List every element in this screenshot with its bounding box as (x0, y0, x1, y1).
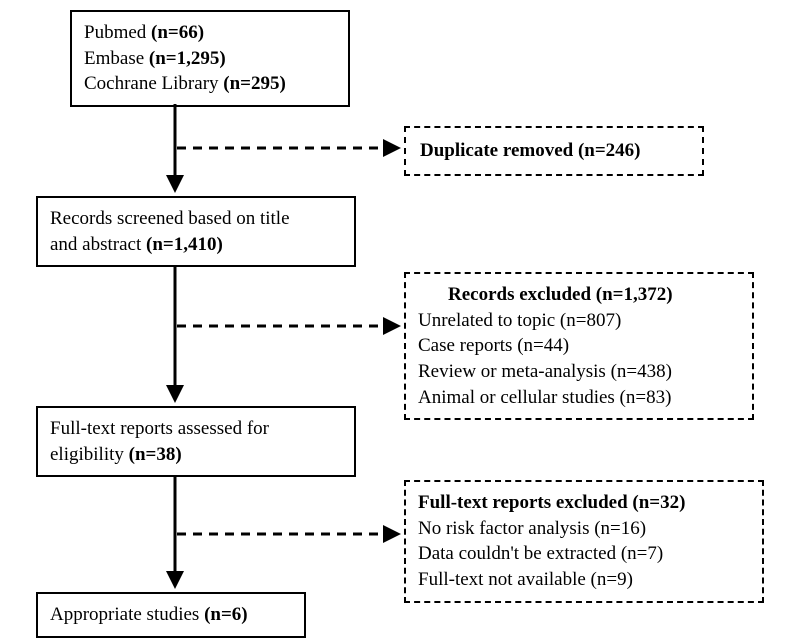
screened-box: Records screened based on title and abst… (36, 196, 356, 267)
sources-box: Pubmed (n=66) Embase (n=1,295) Cochrane … (70, 10, 350, 107)
value: (n=6) (204, 604, 248, 625)
text-line: No risk factor analysis (n=16) (418, 516, 750, 542)
fulltext-box: Full-text reports assessed for eligibili… (36, 406, 356, 477)
value: (n=1,295) (149, 48, 226, 69)
label: Duplicate removed (n=246) (420, 140, 641, 161)
label: Full-text reports excluded (n=32) (418, 492, 685, 513)
value: (n=38) (129, 444, 182, 465)
label: Pubmed (84, 22, 151, 43)
text-line: Records excluded (n=1,372) (418, 282, 740, 308)
label: Full-text reports assessed for (50, 418, 269, 439)
text-line: Case reports (n=44) (418, 333, 740, 359)
text-line: Full-text reports assessed for (50, 416, 342, 442)
label: Embase (84, 48, 149, 69)
text-line: Appropriate studies (n=6) (50, 602, 292, 628)
text-line: Animal or cellular studies (n=83) (418, 385, 740, 411)
text-line: and abstract (n=1,410) (50, 232, 342, 258)
value: (n=295) (223, 73, 286, 94)
text-line: Full-text not available (n=9) (418, 567, 750, 593)
label: and abstract (50, 234, 146, 255)
value: (n=1,410) (146, 234, 223, 255)
label: eligibility (50, 444, 129, 465)
fulltext-excluded-box: Full-text reports excluded (n=32) No ris… (404, 480, 764, 603)
label: Unrelated to topic (n=807) (418, 310, 621, 331)
text-line: Duplicate removed (n=246) (420, 138, 688, 164)
label: Full-text not available (n=9) (418, 569, 633, 590)
value: (n=66) (151, 22, 204, 43)
text-line: Pubmed (n=66) (84, 20, 336, 46)
text-line: Review or meta-analysis (n=438) (418, 359, 740, 385)
duplicate-removed-box: Duplicate removed (n=246) (404, 126, 704, 176)
label: Records excluded (n=1,372) (448, 284, 673, 305)
text-line: Embase (n=1,295) (84, 46, 336, 72)
label: Review or meta-analysis (n=438) (418, 361, 672, 382)
text-line: eligibility (n=38) (50, 442, 342, 468)
label: Cochrane Library (84, 73, 223, 94)
label: Appropriate studies (50, 604, 204, 625)
text-line: Full-text reports excluded (n=32) (418, 490, 750, 516)
label: Data couldn't be extracted (n=7) (418, 543, 663, 564)
appropriate-box: Appropriate studies (n=6) (36, 592, 306, 638)
text-line: Cochrane Library (n=295) (84, 71, 336, 97)
label: No risk factor analysis (n=16) (418, 518, 646, 539)
label: Records screened based on title (50, 208, 290, 229)
text-line: Data couldn't be extracted (n=7) (418, 541, 750, 567)
text-line: Unrelated to topic (n=807) (418, 308, 740, 334)
records-excluded-box: Records excluded (n=1,372) Unrelated to … (404, 272, 754, 420)
label: Animal or cellular studies (n=83) (418, 387, 671, 408)
label: Case reports (n=44) (418, 335, 569, 356)
text-line: Records screened based on title (50, 206, 342, 232)
